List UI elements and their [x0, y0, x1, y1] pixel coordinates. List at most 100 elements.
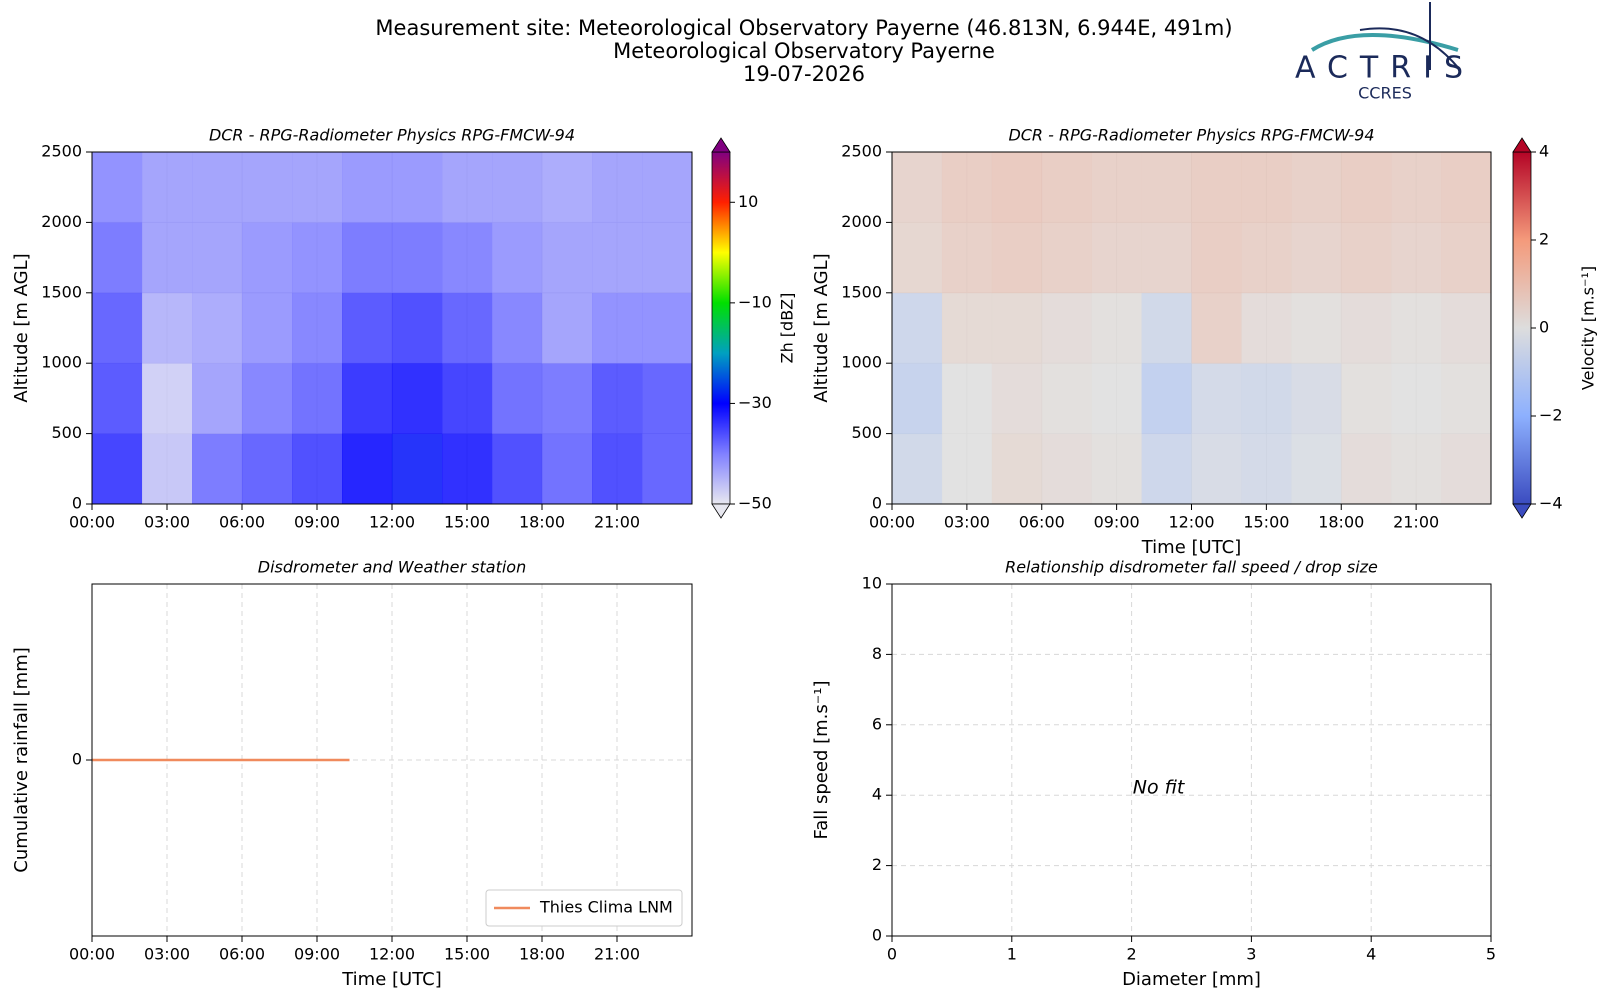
- data: [892, 152, 1492, 505]
- heatmap-cell: [1391, 363, 1442, 434]
- heatmap-cell: [1391, 152, 1442, 223]
- heatmap-cell: [1341, 152, 1392, 223]
- x-tick-label: 2: [1127, 945, 1137, 964]
- heatmap-cell: [1041, 363, 1092, 434]
- colorbar-tick-label: −50: [738, 494, 772, 513]
- heatmap-cell: [642, 433, 693, 505]
- colorbar-tick-label: 0: [1539, 318, 1549, 337]
- heatmap-cell: [192, 433, 243, 505]
- header-date: 19-07-2026: [743, 62, 865, 86]
- heatmap-cell: [292, 152, 343, 223]
- x-tick-label: 03:00: [944, 513, 990, 532]
- heatmap-cell: [92, 152, 143, 223]
- heatmap-cell: [1391, 292, 1442, 364]
- heatmap-cell: [442, 152, 493, 223]
- header-title: Measurement site: Meteorological Observa…: [375, 16, 1232, 40]
- heatmap-cell: [392, 152, 443, 223]
- y-tick-label: 0: [72, 494, 82, 513]
- heatmap-cell: [941, 292, 993, 364]
- heatmap-cell: [1091, 292, 1142, 364]
- heatmap-cell: [142, 222, 193, 294]
- heatmap-cell: [1441, 222, 1492, 294]
- heatmap-cell: [1441, 363, 1492, 434]
- panel-title: Relationship disdrometer fall speed / dr…: [1005, 558, 1378, 577]
- x-axis-label: Diameter [mm]: [1122, 969, 1261, 990]
- heatmap-cell: [292, 292, 343, 364]
- y-tick-label: 4: [872, 785, 882, 804]
- x-tick-label: 21:00: [594, 513, 640, 532]
- heatmap-cell: [941, 433, 993, 505]
- heatmap-cell: [1241, 363, 1292, 434]
- heatmap-cell: [592, 292, 643, 364]
- x-tick-label: 00:00: [69, 945, 115, 964]
- heatmap-cell: [342, 222, 393, 294]
- heatmap-cell: [542, 363, 593, 434]
- heatmap-cell: [142, 292, 193, 364]
- heatmap-cell: [642, 292, 693, 364]
- heatmap-cell: [1291, 222, 1342, 294]
- heatmap-cell: [1241, 433, 1292, 505]
- heatmap-cell: [1141, 433, 1192, 505]
- heatmap-cell: [1241, 222, 1292, 294]
- colorbar-extend: [1512, 503, 1532, 519]
- panel-title: Disdrometer and Weather station: [258, 558, 526, 577]
- y-tick-label: 1000: [41, 353, 82, 372]
- grid: [891, 583, 1492, 937]
- heatmap-cell: [1241, 152, 1292, 223]
- logo: ACTRIS CCRES: [1295, 2, 1475, 103]
- y-tick-label: 10: [862, 574, 882, 593]
- heatmap-cell: [92, 363, 143, 434]
- x-tick-label: 00:00: [69, 513, 115, 532]
- x-tick-label: 06:00: [1019, 513, 1065, 532]
- x-tick-label: 12:00: [369, 945, 415, 964]
- y-tick-label: 8: [872, 644, 882, 663]
- y-tick-label: 2: [872, 855, 882, 874]
- heatmap-cell: [242, 433, 293, 505]
- logo-subtext: CCRES: [1358, 84, 1412, 103]
- heatmap-cell: [192, 222, 243, 294]
- heatmap-cell: [1191, 152, 1242, 223]
- heatmap-cell: [642, 363, 693, 434]
- x-tick-label: 21:00: [1393, 513, 1439, 532]
- x-tick-label: 15:00: [444, 945, 490, 964]
- x-axis-label: Time [UTC]: [1141, 537, 1242, 558]
- heatmap-cell: [492, 433, 543, 505]
- heatmap-cell: [991, 152, 1043, 223]
- heatmap-cell: [1041, 222, 1092, 294]
- heatmap-cell: [442, 363, 493, 434]
- heatmap-cell: [442, 222, 493, 294]
- colorbar-label: Velocity [m.s⁻¹]: [1579, 266, 1598, 390]
- x-tick-label: 21:00: [594, 945, 640, 964]
- heatmap-cell: [1441, 433, 1492, 505]
- plot-frame: [91, 151, 693, 505]
- heatmap-cell: [592, 433, 643, 505]
- heatmap-cell: [991, 363, 1043, 434]
- logo-text: ACTRIS: [1295, 51, 1475, 86]
- y-tick-label: 0: [872, 926, 882, 945]
- heatmap-cell: [941, 363, 993, 434]
- heatmap-cell: [1291, 152, 1342, 223]
- heatmap-cell: [142, 433, 193, 505]
- heatmap-cell: [1191, 433, 1242, 505]
- logo-arc: [1359, 27, 1461, 71]
- heatmap-cell: [1391, 433, 1442, 505]
- colorbar-tick-label: 2: [1539, 230, 1549, 249]
- heatmap-cell: [492, 363, 543, 434]
- y-axis-label: Altitude [m AGL]: [811, 253, 832, 402]
- heatmap-cell: [442, 433, 493, 505]
- colorbar-label: Zh [dBZ]: [778, 293, 797, 364]
- header-subtitle: Meteorological Observatory Payerne: [613, 39, 995, 63]
- panel-title: DCR - RPG-Radiometer Physics RPG-FMCW-94: [1008, 126, 1374, 145]
- panel: Relationship disdrometer fall speed / dr…: [811, 558, 1496, 991]
- heatmap-cell: [1091, 152, 1142, 223]
- y-tick-label: 1500: [41, 282, 82, 301]
- heatmap-cell: [142, 152, 193, 223]
- x-tick-label: 3: [1246, 945, 1256, 964]
- heatmap-cell: [242, 152, 293, 223]
- heatmap-cell: [592, 363, 643, 434]
- heatmap-cell: [1141, 222, 1192, 294]
- heatmap-cell: [392, 222, 443, 294]
- x-tick-label: 5: [1486, 945, 1496, 964]
- x-tick-label: 18:00: [519, 513, 565, 532]
